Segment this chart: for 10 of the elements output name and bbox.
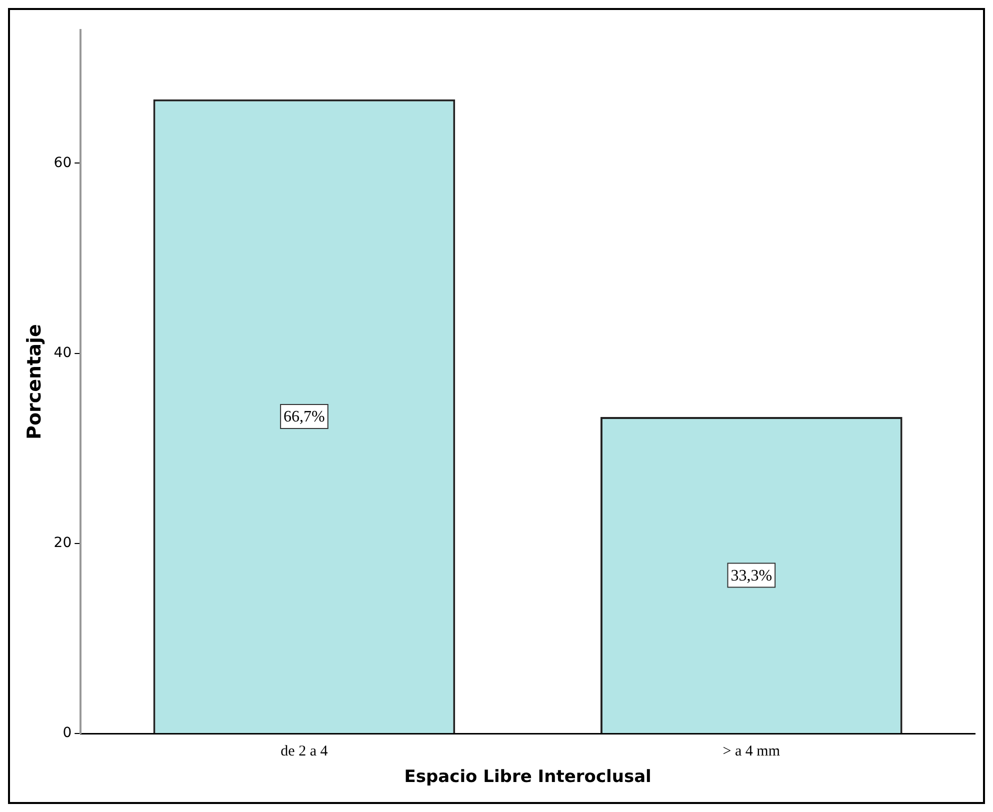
data-label: 33,3% [730, 567, 772, 584]
y-tick-label: 0 [62, 725, 72, 742]
x-axis-title: Espacio Libre Interoclusal [404, 767, 652, 788]
y-tick-label: 20 [54, 535, 72, 552]
y-tick-label: 40 [54, 344, 72, 361]
data-label: 66,7% [284, 408, 325, 426]
x-tick-label: de 2 a 4 [280, 744, 328, 760]
y-tick-label: 60 [54, 154, 72, 171]
x-tick-label: > a 4 mm [722, 744, 780, 760]
y-axis-title: Porcentaje [23, 324, 46, 440]
